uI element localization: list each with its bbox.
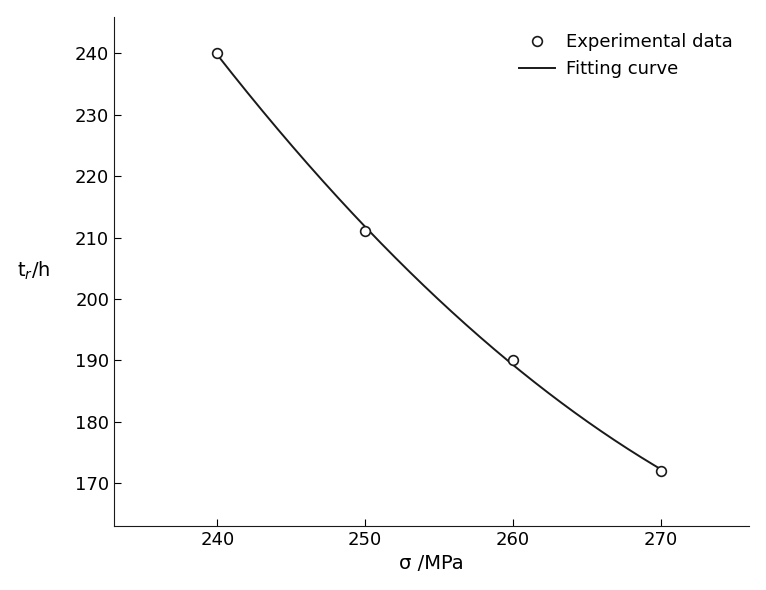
Y-axis label: t$_r$/h: t$_r$/h bbox=[17, 260, 50, 283]
Legend: Experimental data, Fitting curve: Experimental data, Fitting curve bbox=[512, 26, 740, 85]
X-axis label: σ /MPa: σ /MPa bbox=[399, 555, 464, 573]
